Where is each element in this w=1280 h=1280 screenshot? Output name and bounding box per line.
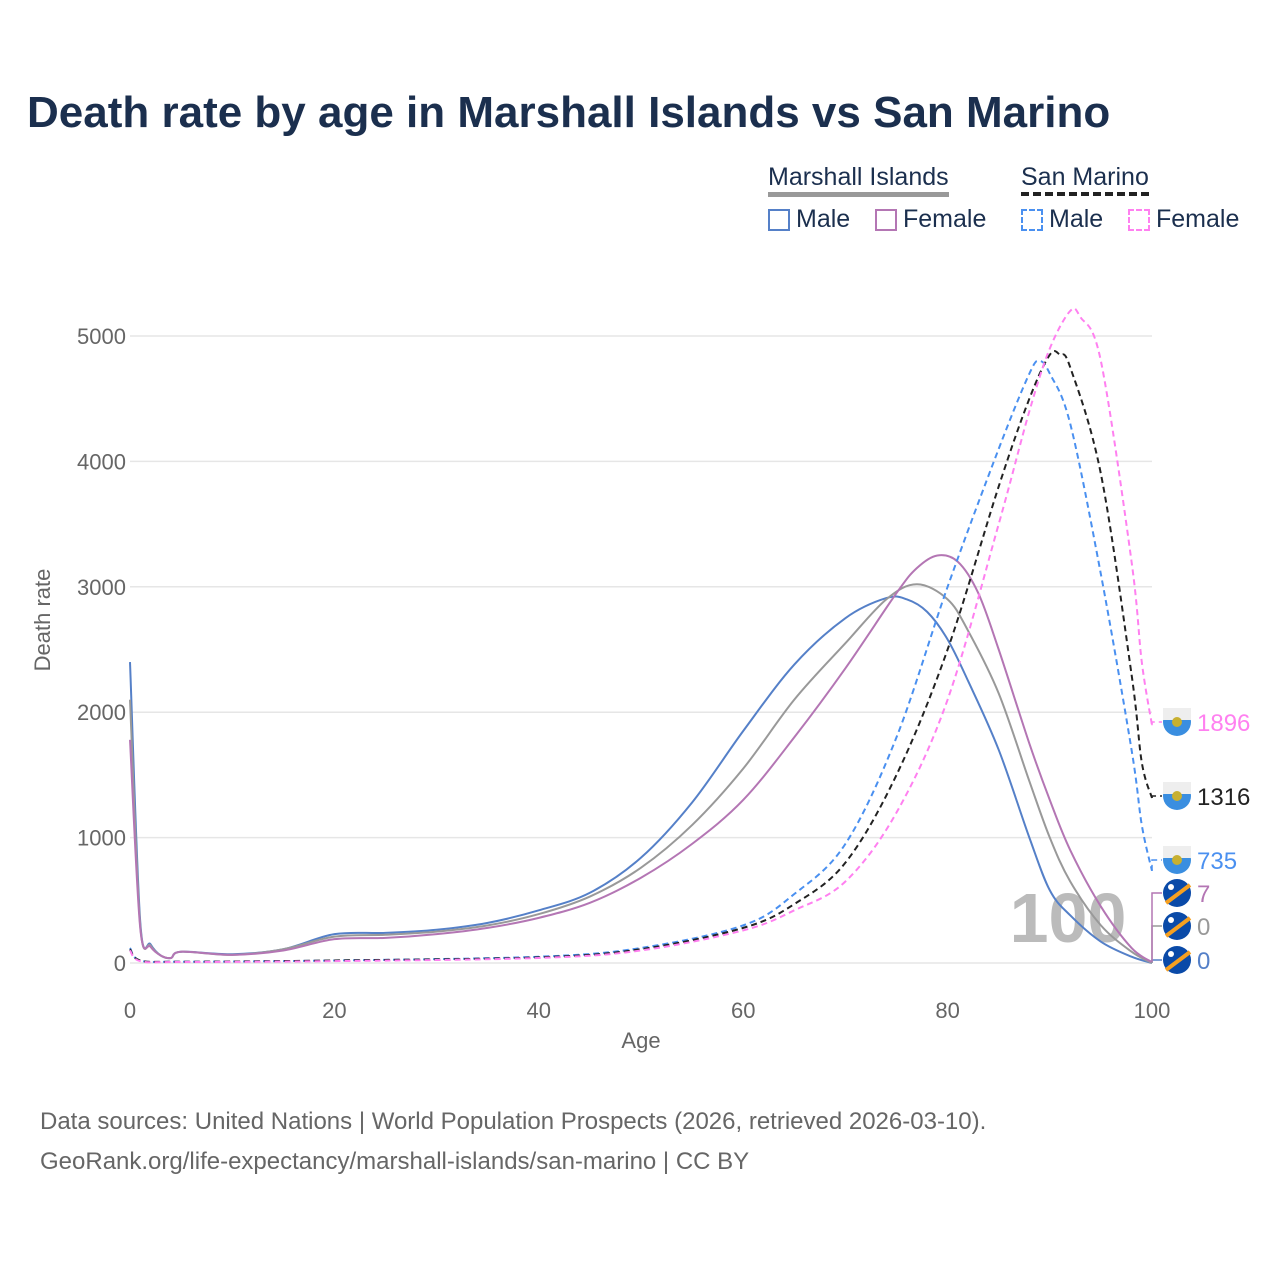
legend-mi-male[interactable]: Male (768, 205, 850, 234)
watermark-year: 100 (1010, 879, 1127, 957)
series-line-san-marino-both (129, 350, 1153, 963)
legend-sm-male[interactable]: Male (1021, 205, 1103, 234)
legend-label: Female (903, 205, 987, 233)
legend-swatch (1021, 208, 1043, 231)
y-tick-label: 4000 (77, 449, 126, 474)
y-tick-label: 2000 (77, 700, 126, 725)
y-tick-label: 1000 (77, 826, 126, 851)
y-tick-label: 0 (114, 951, 126, 976)
y-tick-label: 3000 (77, 575, 126, 600)
source-text: Data sources: United Nations | World Pop… (40, 1108, 987, 1135)
legend-swatch (768, 208, 790, 231)
end-connector (1151, 925, 1162, 963)
series-line-san-marino-female (129, 307, 1153, 964)
legend-group-san-marino: San Marino (1021, 163, 1149, 196)
chart-title: Death rate by age in Marshall Islands vs… (27, 88, 1111, 137)
end-value-label: 735 (1197, 848, 1237, 875)
flag-emblem (1172, 855, 1182, 865)
end-connector (1151, 859, 1162, 871)
flag-stripe (1163, 708, 1191, 720)
source-link[interactable]: GeoRank.org/life-expectancy/marshall-isl… (40, 1148, 750, 1175)
x-tick-label: 20 (322, 998, 346, 1023)
flag-stripe (1163, 846, 1191, 858)
end-connector (1151, 721, 1162, 726)
x-tick-label: 60 (731, 998, 755, 1023)
y-axis-label: Death rate (30, 569, 55, 672)
end-value-label: 0 (1197, 914, 1210, 941)
legend-label: Female (1156, 205, 1240, 233)
flag-stripe (1164, 883, 1192, 905)
legend-sm-female[interactable]: Female (1128, 205, 1239, 234)
x-tick-label: 80 (935, 998, 959, 1023)
x-tick-label: 0 (124, 998, 136, 1023)
flag-star (1168, 884, 1174, 890)
series-line-marshall-islands-both (129, 583, 1153, 964)
y-tick-label: 5000 (77, 324, 126, 349)
flag-stripe (1164, 916, 1192, 938)
flag-emblem (1172, 791, 1182, 801)
legend-swatch (1128, 208, 1150, 231)
flag-stripe (1164, 950, 1192, 972)
flag-star (1168, 951, 1174, 957)
series-line-marshall-islands-female (129, 554, 1153, 963)
end-value-label: 0 (1197, 948, 1210, 975)
flag-stripe (1163, 782, 1191, 794)
flag-star (1168, 917, 1174, 923)
legend-swatch (875, 208, 897, 231)
legend-mi-female[interactable]: Female (875, 205, 986, 234)
x-tick-label: 100 (1134, 998, 1171, 1023)
x-axis-label: Age (621, 1028, 660, 1053)
end-value-label: 7 (1197, 881, 1210, 908)
end-value-label: 1316 (1197, 784, 1250, 811)
end-connector (1151, 795, 1162, 798)
x-tick-label: 40 (527, 998, 551, 1023)
flag-emblem (1172, 717, 1182, 727)
legend-group-marshall-islands: Marshall Islands (768, 163, 949, 197)
end-value-label: 1896 (1197, 710, 1250, 737)
end-connector (1151, 892, 1162, 963)
end-connector (1151, 959, 1162, 963)
legend-label: Male (1049, 205, 1104, 233)
series-line-san-marino-male (129, 359, 1153, 963)
legend-label: Male (796, 205, 851, 233)
